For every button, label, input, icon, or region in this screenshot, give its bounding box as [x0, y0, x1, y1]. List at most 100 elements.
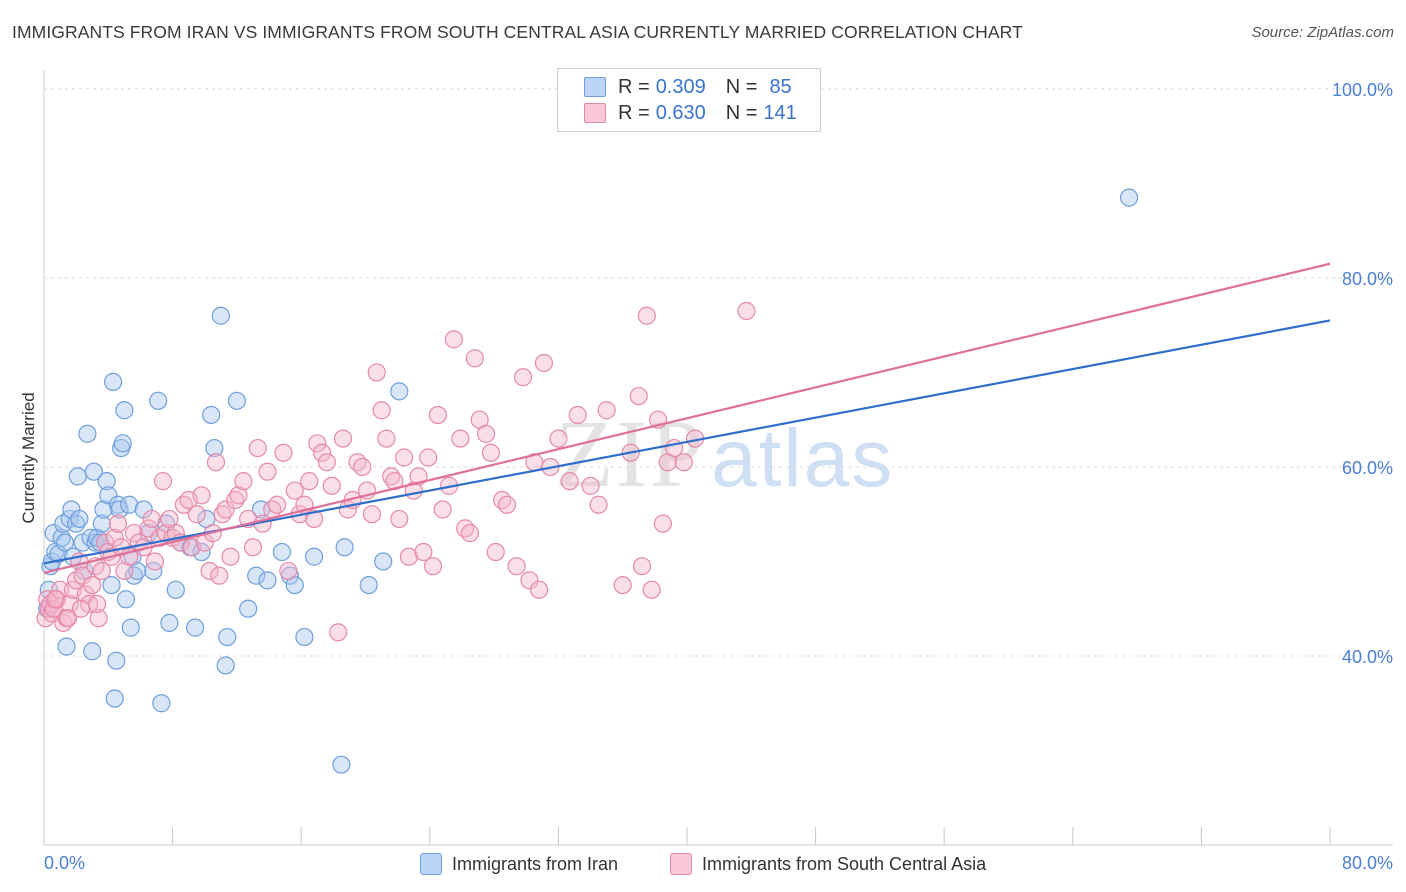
- y-tick-label: 40.0%: [1342, 647, 1393, 667]
- point-sca: [581, 476, 600, 495]
- point-sca: [476, 424, 496, 443]
- point-sca: [115, 561, 134, 581]
- point-sca: [629, 386, 648, 406]
- correlation-legend: R = 0.309 N = 85 R = 0.630 N = 141: [557, 68, 821, 132]
- point-sca: [71, 599, 91, 618]
- trend-line-iran: [43, 319, 1331, 565]
- point-sca: [353, 457, 372, 477]
- point-sca: [390, 509, 409, 529]
- point-iran: [218, 627, 237, 647]
- point-iran: [202, 405, 221, 425]
- bottom-legend-swatch-iran: [420, 853, 442, 875]
- legend-row-sca: R = 0.630 N = 141: [584, 101, 797, 125]
- point-sca: [613, 575, 632, 595]
- trend-lines: [43, 262, 1331, 574]
- legend-swatch-sca: [584, 103, 606, 123]
- y-tick-labels: 40.0% 60.0% 80.0% 100.0%: [1332, 80, 1393, 667]
- bottom-legend-sca: Immigrants from South Central Asia: [670, 852, 986, 876]
- point-sca: [145, 552, 165, 571]
- point-sca: [737, 301, 756, 321]
- point-sca: [83, 575, 102, 595]
- point-sca: [486, 542, 505, 562]
- point-sca: [46, 590, 65, 609]
- point-iran: [335, 538, 354, 557]
- point-iran: [139, 524, 158, 543]
- point-sca: [419, 448, 438, 467]
- point-iran: [116, 590, 136, 609]
- x-tick-label-max: 80.0%: [1342, 853, 1393, 873]
- point-sca: [481, 443, 500, 462]
- point-sca: [108, 514, 128, 533]
- legend-swatch-iran: [584, 77, 606, 97]
- point-sca: [216, 500, 235, 519]
- point-sca: [92, 561, 111, 581]
- watermark: ZIPatlas: [555, 398, 894, 509]
- point-iran: [70, 509, 89, 529]
- point-sca: [187, 505, 206, 524]
- series-sca-points: [36, 301, 756, 642]
- point-sca: [221, 547, 240, 566]
- point-sca: [153, 472, 173, 491]
- point-sca: [124, 524, 144, 543]
- point-sca: [87, 594, 107, 614]
- point-iran: [239, 599, 258, 618]
- point-sca: [274, 443, 293, 462]
- point-iran: [97, 472, 116, 491]
- point-iran: [258, 571, 277, 590]
- legend-r-label: R =: [618, 101, 650, 124]
- legend-n-label: N =: [725, 75, 758, 98]
- point-iran: [166, 580, 185, 599]
- point-iran: [211, 306, 230, 325]
- point-sca: [312, 443, 332, 462]
- point-sca: [248, 438, 267, 458]
- source-label: Source: ZipAtlas.com: [1251, 24, 1394, 41]
- point-sca: [105, 528, 124, 547]
- point-iran: [120, 495, 139, 514]
- point-sca: [560, 472, 579, 491]
- trend-line-sca: [43, 262, 1331, 574]
- point-iran: [104, 372, 123, 391]
- legend-r-label: R =: [618, 75, 650, 98]
- point-sca: [642, 580, 661, 599]
- axes: [43, 70, 1393, 846]
- point-iran: [160, 613, 179, 632]
- point-sca: [200, 561, 219, 581]
- point-sca: [304, 509, 324, 529]
- point-iran: [332, 755, 351, 774]
- point-sca: [333, 429, 353, 448]
- point-iran: [92, 514, 111, 533]
- point-iran: [68, 467, 87, 486]
- point-sca: [465, 349, 484, 368]
- point-sca: [534, 353, 554, 373]
- point-iran: [295, 627, 314, 647]
- bottom-legend-iran: Immigrants from Iran: [420, 852, 618, 876]
- bottom-legend-label-iran: Immigrants from Iran: [452, 853, 619, 874]
- point-iran: [55, 533, 74, 552]
- point-sca: [414, 542, 433, 562]
- point-sca: [73, 566, 92, 585]
- point-iran: [186, 618, 205, 637]
- point-sca: [399, 547, 419, 566]
- point-sca: [210, 566, 229, 585]
- point-iran: [94, 500, 113, 519]
- point-iran: [128, 561, 147, 581]
- point-sca: [279, 561, 298, 581]
- point-iran: [121, 618, 140, 637]
- point-sca: [460, 524, 480, 543]
- watermark-atlas: atlas: [711, 413, 895, 504]
- point-sca: [632, 557, 652, 576]
- point-sca: [497, 495, 517, 514]
- point-sca: [89, 609, 108, 628]
- point-iran: [359, 575, 378, 595]
- bottom-legend-label-sca: Immigrants from South Central Asia: [702, 853, 987, 874]
- point-iran: [105, 689, 124, 708]
- legend-r-value-iran: 0.309: [655, 75, 706, 98]
- point-iran: [83, 642, 102, 661]
- point-sca: [653, 514, 672, 533]
- point-iran: [84, 462, 103, 481]
- bottom-legend-swatch-sca: [670, 853, 692, 875]
- x-ticks: [43, 827, 1331, 845]
- x-tick-label-min: 0.0%: [44, 853, 85, 873]
- point-sca: [362, 505, 382, 524]
